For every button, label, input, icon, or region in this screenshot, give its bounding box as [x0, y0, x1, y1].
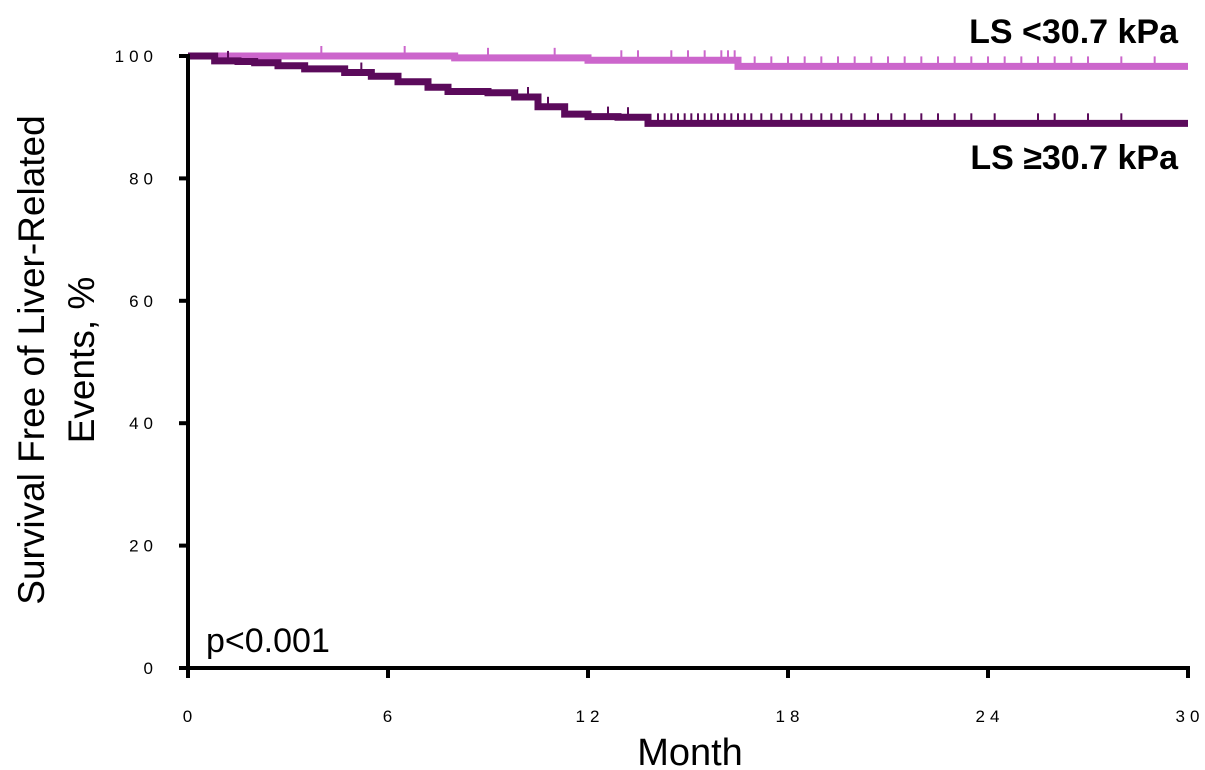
x-tick-label: 18 — [776, 707, 805, 726]
y-axis-title-line-1: Survival Free of Liver-Related — [11, 115, 52, 604]
survival-line-high-ls — [188, 52, 1188, 127]
x-tick-label: 6 — [383, 707, 397, 726]
x-tick-label: 12 — [576, 707, 605, 726]
y-tick-label: 20 — [129, 537, 158, 556]
y-tick-label: 80 — [129, 169, 158, 188]
y-tick-label: 40 — [129, 414, 158, 433]
y-axis-title-line-2: Events, % — [61, 277, 102, 444]
survival-curves — [188, 46, 1188, 127]
series-label-high-ls: LS ≥30.7 kPa — [970, 139, 1179, 177]
tick-labels: 0 20 40 60 80 100 0 6 12 18 24 30 — [115, 47, 1205, 726]
x-axis-title: Month — [637, 732, 743, 770]
y-tick-label: 0 — [144, 659, 158, 678]
p-value-annotation: p<0.001 — [206, 622, 330, 660]
x-tick-label: 24 — [976, 707, 1005, 726]
survival-line-low-ls — [188, 52, 1188, 70]
y-tick-label: 100 — [115, 47, 158, 66]
axes — [179, 54, 1190, 678]
series-label-low-ls: LS <30.7 kPa — [969, 13, 1179, 51]
x-tick-label: 30 — [1176, 707, 1205, 726]
y-tick-label: 60 — [129, 292, 158, 311]
x-tick-label: 0 — [183, 707, 197, 726]
